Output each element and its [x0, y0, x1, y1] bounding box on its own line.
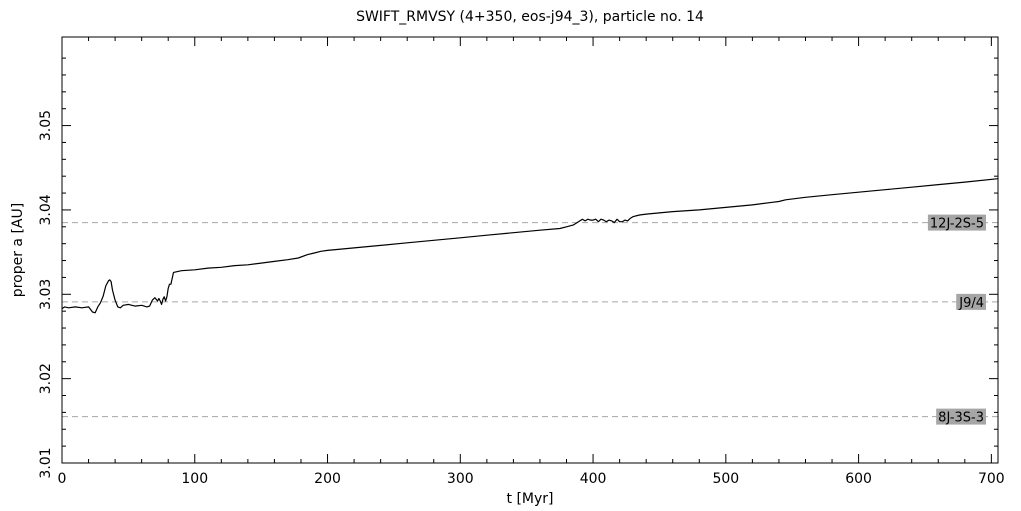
resonance-label-text: J9/4 — [958, 296, 984, 311]
chart-title: SWIFT_RMVSY (4+350, eos-j94_3), particle… — [356, 9, 704, 25]
x-tick-label: 300 — [447, 471, 474, 487]
resonance-labels: 12J-2S-5 J9/4 8J-3S-3 — [927, 214, 986, 426]
x-tick-label: 200 — [314, 471, 341, 487]
x-axis-label: t [Myr] — [507, 491, 554, 507]
x-tick-label: 600 — [845, 471, 872, 487]
y-tick-label: 3.03 — [38, 279, 54, 310]
resonance-label-box — [936, 408, 986, 425]
resonance-label: 12J-2S-5 — [927, 214, 986, 232]
series-layer — [61, 178, 999, 314]
y-axis: 3.01 3.02 3.03 3.04 3.05 — [38, 57, 998, 479]
x-tick-label: 700 — [978, 471, 1005, 487]
x-tick-label: 0 — [58, 471, 67, 487]
resonance-lines — [62, 222, 998, 418]
series-line — [61, 178, 999, 314]
resonance-label: J9/4 — [956, 293, 986, 311]
y-axis-label: proper a [AU] — [10, 203, 26, 297]
resonance-label-text: 8J-3S-3 — [938, 411, 984, 426]
y-tick-label: 3.02 — [38, 363, 54, 394]
resonance-label-box — [927, 214, 986, 231]
x-tick-label: 100 — [181, 471, 208, 487]
y-tick-label: 3.01 — [38, 447, 54, 478]
resonance-label-text: 12J-2S-5 — [930, 217, 984, 232]
x-tick-label: 400 — [580, 471, 607, 487]
y-tick-label: 3.05 — [38, 110, 54, 141]
resonance-label-box — [956, 293, 986, 310]
x-tick-label: 500 — [712, 471, 739, 487]
x-axis: 0 100 200 300 400 500 600 700 — [58, 37, 1005, 487]
resonance-label: 8J-3S-3 — [936, 408, 986, 426]
plot-frame — [61, 36, 999, 464]
y-tick-label: 3.04 — [38, 194, 54, 225]
